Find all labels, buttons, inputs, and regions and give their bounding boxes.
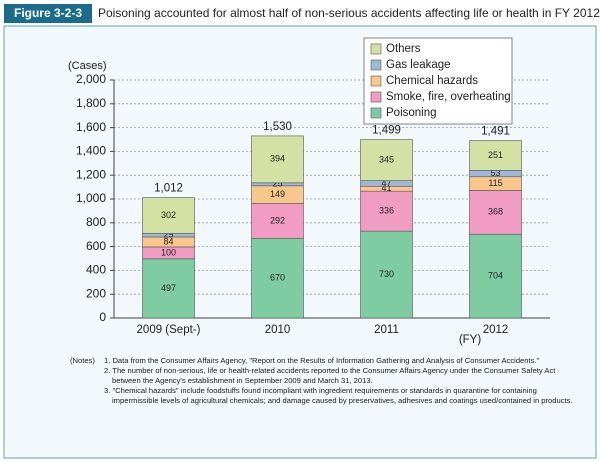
legend-label: Chemical hazards	[386, 75, 478, 87]
value-label: 41	[381, 183, 391, 193]
value-label: 25	[272, 179, 282, 189]
legend-label: Smoke, fire, overheating	[386, 91, 511, 103]
y-axis-label: (Cases)	[68, 60, 107, 72]
y-tick-label: 1,600	[76, 120, 106, 134]
y-tick-label: 1,800	[76, 96, 106, 110]
legend-swatch	[370, 91, 382, 103]
value-label: 29	[163, 230, 173, 240]
value-label: 53	[490, 168, 500, 178]
value-label: 302	[161, 210, 176, 220]
value-label: 394	[270, 154, 285, 164]
value-label: 730	[379, 269, 394, 279]
legend-label: Poisoning	[386, 107, 437, 119]
legend-label: Gas leakage	[386, 59, 451, 71]
legend-swatch	[370, 43, 382, 55]
y-tick-label: 1,200	[76, 167, 106, 181]
note-item: 2. The number of non-serious, life or he…	[104, 366, 556, 385]
x-tick-label: 2009 (Sept-)	[137, 324, 201, 336]
value-label: 292	[270, 215, 285, 225]
value-label: 251	[488, 150, 503, 160]
y-tick-label: 0	[99, 310, 106, 324]
y-tick-label: 200	[86, 286, 106, 300]
legend-swatch	[370, 75, 382, 87]
note-item: 3. "Chemical hazards" include foodstuffs…	[104, 386, 573, 405]
x-tick-label: 2011	[374, 324, 399, 336]
value-label: 345	[379, 155, 394, 165]
total-label: 1,491	[481, 126, 510, 138]
value-label: 115	[488, 178, 502, 188]
bar-segment	[142, 197, 195, 234]
value-label: 84	[163, 236, 173, 246]
legend-box	[363, 37, 513, 125]
bar-segment	[251, 203, 304, 239]
bar-segment	[142, 258, 195, 319]
bar-segment	[469, 190, 522, 235]
legend-swatch	[370, 59, 382, 71]
x-tick-label: 2012	[483, 324, 509, 336]
total-label: 1,499	[372, 125, 401, 137]
value-label: 670	[270, 273, 285, 283]
bar-segment	[469, 140, 522, 171]
legend-swatch	[370, 107, 382, 119]
value-label: 704	[488, 270, 503, 280]
bar-segment	[360, 190, 413, 232]
y-tick-label: 2,000	[76, 72, 106, 86]
total-label: 1,530	[263, 121, 292, 133]
y-tick-label: 800	[86, 215, 106, 229]
value-label: 47	[381, 178, 391, 188]
y-tick-label: 1,400	[76, 144, 106, 158]
value-label: 336	[379, 206, 394, 216]
total-label: 1,012	[154, 183, 183, 195]
value-label: 149	[270, 189, 285, 199]
y-tick-label: 600	[86, 239, 106, 253]
bar-segment	[360, 139, 413, 181]
bar-segment	[469, 233, 522, 319]
legend-label: Others	[386, 43, 421, 55]
figure-label: Figure 3-2-3	[14, 6, 82, 20]
bar-segment	[251, 135, 304, 184]
y-tick-label: 400	[86, 263, 106, 277]
x-unit: (FY)	[459, 334, 482, 346]
note-item: 1. Data from the Consumer Affairs Agency…	[104, 356, 540, 365]
value-label: 497	[161, 283, 176, 293]
notes-label: (Notes)	[70, 356, 95, 365]
bar-segment	[251, 237, 304, 319]
value-label: 100	[161, 247, 176, 257]
chart-title: Poisoning accounted for almost half of n…	[98, 6, 600, 20]
figure-label-box	[4, 4, 92, 23]
value-label: 368	[488, 207, 503, 217]
y-tick-label: 1,000	[76, 191, 106, 205]
x-tick-label: 2010	[265, 324, 291, 336]
notes: (Notes) 1. Data from the Consumer Affair…	[70, 356, 580, 406]
